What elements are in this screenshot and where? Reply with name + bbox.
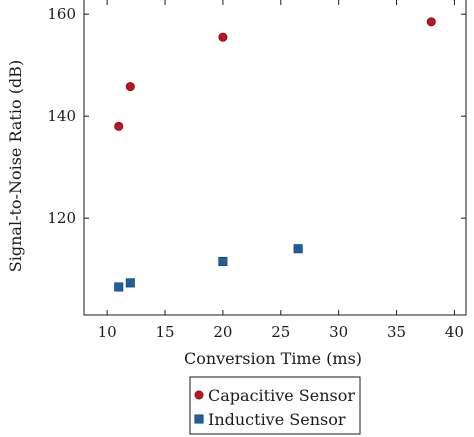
legend-marker-inductive: [194, 414, 204, 424]
inductive-point: [114, 282, 124, 292]
y-axis: 120 140 160: [47, 5, 466, 227]
x-axis-label: Conversion Time (ms): [184, 349, 362, 368]
legend-label: Capacitive Sensor: [208, 386, 355, 405]
x-tick-label: 40: [445, 323, 464, 341]
plot-area: [83, 0, 467, 316]
legend: Capacitive Sensor Inductive Sensor: [189, 376, 361, 435]
x-tick-label: 10: [98, 323, 117, 341]
legend-marker-capacitive: [194, 390, 204, 400]
x-axis: 10 15 20 25 30 35 40: [98, 0, 464, 341]
plot-frame: [83, 0, 467, 316]
inductive-point: [293, 244, 303, 254]
capacitive-point: [218, 32, 228, 42]
inductive-point: [125, 278, 135, 288]
x-tick-label: 20: [213, 323, 232, 341]
y-tick-label: 120: [47, 209, 76, 227]
x-tick-label: 30: [329, 323, 348, 341]
inductive-point: [218, 256, 228, 266]
capacitive-point: [114, 121, 124, 131]
capacitive-point: [125, 82, 135, 92]
y-tick-label: 140: [47, 107, 76, 125]
y-axis-label: Signal-to-Noise Ratio (dB): [6, 60, 25, 272]
x-tick-label: 25: [271, 323, 290, 341]
legend-label: Inductive Sensor: [208, 410, 346, 429]
capacitive-point: [426, 17, 436, 27]
data-points: [114, 17, 436, 292]
y-tick-label: 160: [47, 5, 76, 23]
x-tick-label: 35: [387, 323, 406, 341]
x-tick-label: 15: [155, 323, 174, 341]
legend-box: [189, 376, 361, 435]
